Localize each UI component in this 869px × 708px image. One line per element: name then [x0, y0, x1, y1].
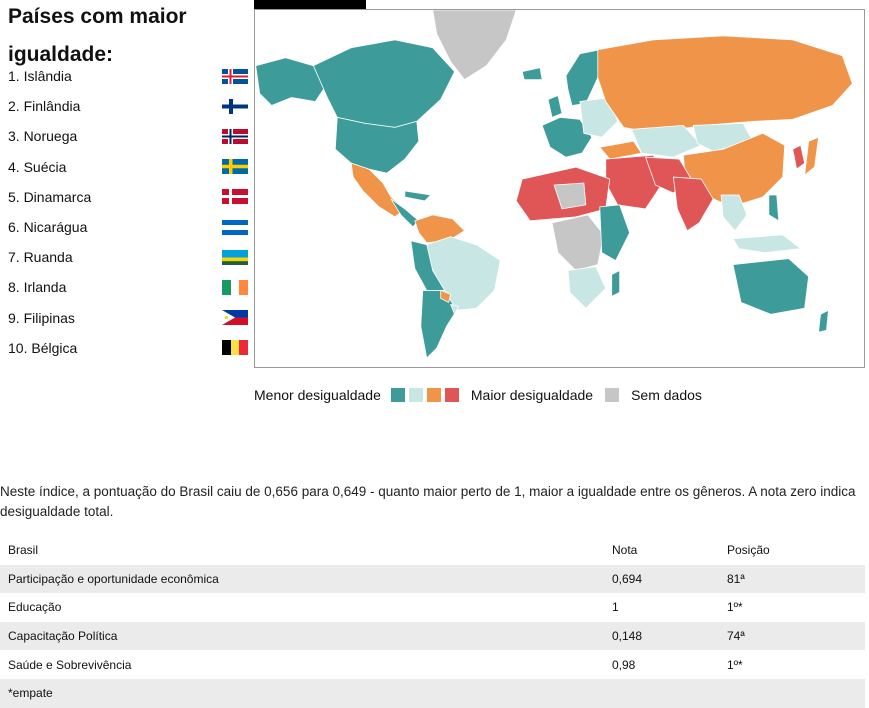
- country-label: 10. Bélgica: [8, 339, 78, 356]
- row-category: Capacitação Política: [0, 621, 604, 651]
- row-score: 0,98: [612, 657, 636, 672]
- country-label: 6. Nicarágua: [8, 219, 88, 236]
- region-southern-africa[interactable]: [567, 266, 607, 309]
- map-legend: Menor desigualdade Maior desigualdade Se…: [254, 386, 702, 404]
- list-item: 2. Finlândia: [8, 91, 248, 121]
- legend-swatch-low: [408, 388, 423, 402]
- table-footnote: *empate: [0, 678, 865, 708]
- region-india[interactable]: [672, 176, 714, 232]
- list-item: 8. Irlanda: [8, 272, 248, 302]
- row-position: 1º*: [727, 657, 743, 672]
- table-row: Participação e oportunidade econômica 0,…: [0, 564, 865, 594]
- list-item: 4. Suécia: [8, 152, 248, 182]
- region-canada[interactable]: [312, 39, 455, 128]
- region-central-africa[interactable]: [551, 214, 605, 271]
- region-madagascar[interactable]: [611, 270, 621, 297]
- header-score: Nota: [612, 543, 638, 558]
- ranking-title: Países com maior igualdade:: [8, 5, 187, 66]
- row-category: Saúde e Sobrevivência: [8, 657, 132, 672]
- region-greenland[interactable]: [432, 10, 517, 81]
- region-uk-ireland[interactable]: [547, 95, 563, 118]
- region-indonesia[interactable]: [732, 234, 802, 254]
- world-map[interactable]: [254, 9, 865, 368]
- row-position: 74ª: [719, 621, 865, 651]
- list-item: 9. Filipinas: [8, 303, 248, 333]
- philippines-flag-icon: [222, 310, 248, 326]
- country-label: 3. Noruega: [8, 128, 78, 145]
- header-country: Brasil: [8, 543, 39, 558]
- country-label: 1. Islândia: [8, 68, 72, 85]
- ireland-flag-icon: [222, 279, 248, 295]
- region-uruguay[interactable]: [450, 303, 459, 315]
- country-label: 7. Ruanda: [8, 249, 73, 266]
- row-score: 0,694: [604, 564, 719, 594]
- region-usa[interactable]: [334, 117, 420, 174]
- legend-swatch-least: [390, 388, 405, 402]
- region-cuba[interactable]: [404, 190, 432, 202]
- row-category: Participação e oportunidade econômica: [0, 564, 604, 594]
- region-iceland[interactable]: [521, 67, 543, 81]
- description-text: Neste índice, a pontuação do Brasil caiu…: [0, 484, 856, 519]
- list-item: 6. Nicarágua: [8, 212, 248, 242]
- world-map-svg: [255, 10, 853, 359]
- legend-more-label: Maior desigualdade: [470, 387, 594, 403]
- finland-flag-icon: [222, 98, 248, 114]
- region-east-africa[interactable]: [599, 204, 631, 261]
- region-paraguay[interactable]: [440, 290, 452, 303]
- brazil-scores-table: Brasil Nota Posição Participação e oport…: [0, 536, 865, 708]
- legend-swatch-no-data: [605, 388, 620, 402]
- region-japan[interactable]: [804, 136, 819, 176]
- map-header-bar: [254, 0, 366, 9]
- region-venezuela-colombia[interactable]: [414, 214, 465, 244]
- list-item: 10. Bélgica: [8, 333, 248, 363]
- ranking-list: 1. Islândia 2. Finlândia 3. Noruega 4. S…: [8, 61, 248, 363]
- list-item: 5. Dinamarca: [8, 182, 248, 212]
- region-alaska[interactable]: [255, 57, 328, 106]
- sweden-flag-icon: [222, 159, 248, 175]
- list-item: 7. Ruanda: [8, 242, 248, 272]
- row-position: 1º*: [727, 600, 743, 615]
- iceland-flag-icon: [222, 68, 248, 84]
- legend-swatch-high: [426, 388, 441, 402]
- row-position: 81ª: [719, 564, 865, 594]
- table-row: Capacitação Política 0,148 74ª: [0, 621, 865, 651]
- region-kazakhstan[interactable]: [631, 124, 702, 158]
- country-label: 4. Suécia: [8, 158, 67, 175]
- country-label: 9. Filipinas: [8, 309, 75, 326]
- region-korea-japan[interactable]: [792, 144, 806, 170]
- region-australia[interactable]: [732, 258, 810, 315]
- region-western-europe[interactable]: [541, 117, 593, 158]
- country-label: 8. Irlanda: [8, 279, 67, 296]
- region-philippines[interactable]: [768, 194, 780, 222]
- belgium-flag-icon: [222, 340, 248, 356]
- region-scandinavia[interactable]: [565, 49, 601, 106]
- nicaragua-flag-icon: [222, 219, 248, 235]
- table-row: Educação 1 1º*: [0, 593, 865, 622]
- table-footnote-row: *empate: [0, 678, 865, 708]
- row-score: 0,148: [604, 621, 719, 651]
- list-item: 1. Islândia: [8, 61, 248, 91]
- table-row: Saúde e Sobrevivência 0,98 1º*: [0, 650, 865, 679]
- rwanda-flag-icon: [222, 249, 248, 265]
- region-sahel-no-data[interactable]: [553, 182, 587, 210]
- region-southeast-asia[interactable]: [720, 194, 748, 232]
- region-russia[interactable]: [597, 35, 853, 134]
- norway-flag-icon: [222, 128, 248, 144]
- header-position: Posição: [727, 543, 770, 558]
- denmark-flag-icon: [222, 189, 248, 205]
- legend-swatch-most: [444, 388, 459, 402]
- legend-no-data-label: Sem dados: [631, 387, 702, 403]
- country-label: 5. Dinamarca: [8, 188, 92, 205]
- table-header-row: Brasil Nota Posição: [0, 536, 865, 565]
- row-category: Educação: [8, 600, 62, 615]
- region-new-zealand[interactable]: [818, 309, 829, 333]
- row-score: 1: [612, 600, 619, 615]
- list-item: 3. Noruega: [8, 121, 248, 151]
- country-label: 2. Finlândia: [8, 98, 81, 115]
- legend-less-label: Menor desigualdade: [254, 387, 381, 403]
